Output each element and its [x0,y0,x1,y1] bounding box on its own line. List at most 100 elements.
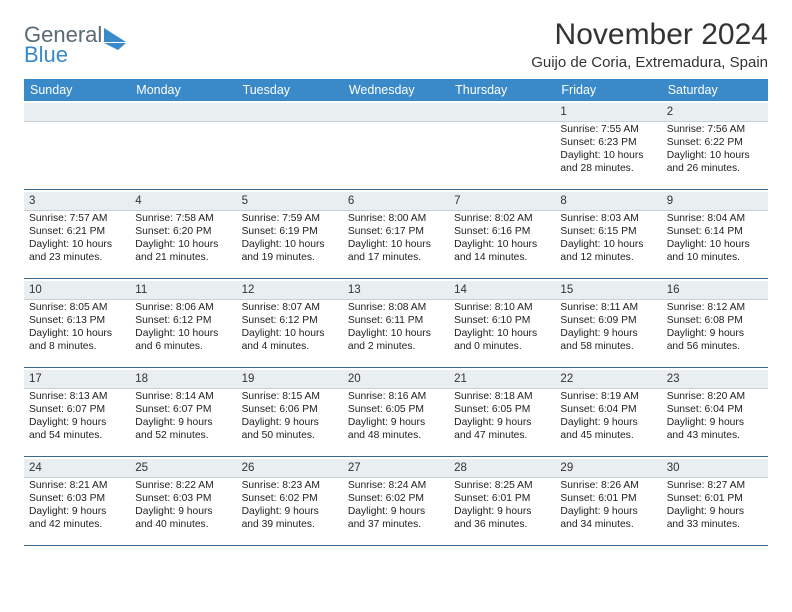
sunset-line: Sunset: 6:02 PM [348,493,444,506]
sunset-line: Sunset: 6:02 PM [242,493,338,506]
daylight-line: Daylight: 10 hours and 12 minutes. [560,239,656,265]
day-number: 4 [130,192,236,211]
sunset-line: Sunset: 6:03 PM [29,493,125,506]
day-number: 3 [24,192,130,211]
sunset-line: Sunset: 6:09 PM [560,315,656,328]
day-number: 14 [449,281,555,300]
sunrise-line: Sunrise: 8:22 AM [135,480,231,493]
day-cell: 1Sunrise: 7:55 AMSunset: 6:23 PMDaylight… [555,101,661,189]
day-cell: 30Sunrise: 8:27 AMSunset: 6:01 PMDayligh… [662,457,768,545]
sunrise-line: Sunrise: 8:23 AM [242,480,338,493]
daylight-line: Daylight: 9 hours and 37 minutes. [348,506,444,532]
daylight-line: Daylight: 9 hours and 52 minutes. [135,417,231,443]
daylight-line: Daylight: 9 hours and 47 minutes. [454,417,550,443]
sunrise-line: Sunrise: 8:07 AM [242,302,338,315]
day-cell: 15Sunrise: 8:11 AMSunset: 6:09 PMDayligh… [555,279,661,367]
day-number: 23 [662,370,768,389]
daylight-line: Daylight: 10 hours and 2 minutes. [348,328,444,354]
sunset-line: Sunset: 6:21 PM [29,226,125,239]
sunrise-line: Sunrise: 8:26 AM [560,480,656,493]
weekday-header-cell: Friday [555,79,661,101]
empty-cell [343,101,449,189]
sunrise-line: Sunrise: 8:06 AM [135,302,231,315]
sunrise-line: Sunrise: 8:03 AM [560,213,656,226]
sunrise-line: Sunrise: 8:21 AM [29,480,125,493]
daylight-line: Daylight: 9 hours and 50 minutes. [242,417,338,443]
sunrise-line: Sunrise: 8:18 AM [454,391,550,404]
sunrise-line: Sunrise: 8:25 AM [454,480,550,493]
day-number: 26 [237,459,343,478]
weekday-header-cell: Wednesday [343,79,449,101]
day-number: 6 [343,192,449,211]
day-number: 16 [662,281,768,300]
sunset-line: Sunset: 6:22 PM [667,137,763,150]
day-number [130,103,236,122]
sunrise-line: Sunrise: 8:19 AM [560,391,656,404]
sunset-line: Sunset: 6:07 PM [135,404,231,417]
sunset-line: Sunset: 6:05 PM [454,404,550,417]
day-cell: 24Sunrise: 8:21 AMSunset: 6:03 PMDayligh… [24,457,130,545]
sunrise-line: Sunrise: 8:04 AM [667,213,763,226]
day-number: 7 [449,192,555,211]
day-cell: 5Sunrise: 7:59 AMSunset: 6:19 PMDaylight… [237,190,343,278]
weekday-header-cell: Saturday [662,79,768,101]
sunset-line: Sunset: 6:08 PM [667,315,763,328]
daylight-line: Daylight: 10 hours and 26 minutes. [667,150,763,176]
day-cell: 10Sunrise: 8:05 AMSunset: 6:13 PMDayligh… [24,279,130,367]
sunset-line: Sunset: 6:01 PM [667,493,763,506]
title-block: November 2024 Guijo de Coria, Extremadur… [531,18,768,71]
day-cell: 19Sunrise: 8:15 AMSunset: 6:06 PMDayligh… [237,368,343,456]
week-row: 3Sunrise: 7:57 AMSunset: 6:21 PMDaylight… [24,190,768,279]
sunrise-line: Sunrise: 8:11 AM [560,302,656,315]
weekday-header-cell: Thursday [449,79,555,101]
daylight-line: Daylight: 10 hours and 21 minutes. [135,239,231,265]
day-cell: 20Sunrise: 8:16 AMSunset: 6:05 PMDayligh… [343,368,449,456]
day-cell: 2Sunrise: 7:56 AMSunset: 6:22 PMDaylight… [662,101,768,189]
sunrise-line: Sunrise: 8:08 AM [348,302,444,315]
day-cell: 17Sunrise: 8:13 AMSunset: 6:07 PMDayligh… [24,368,130,456]
empty-cell [449,101,555,189]
sunset-line: Sunset: 6:19 PM [242,226,338,239]
daylight-line: Daylight: 9 hours and 43 minutes. [667,417,763,443]
day-number [449,103,555,122]
week-row: 1Sunrise: 7:55 AMSunset: 6:23 PMDaylight… [24,101,768,190]
daylight-line: Daylight: 10 hours and 4 minutes. [242,328,338,354]
day-cell: 3Sunrise: 7:57 AMSunset: 6:21 PMDaylight… [24,190,130,278]
calendar-page: General Blue November 2024 Guijo de Cori… [0,0,792,546]
sunrise-line: Sunrise: 8:13 AM [29,391,125,404]
sunrise-line: Sunrise: 7:58 AM [135,213,231,226]
sunset-line: Sunset: 6:13 PM [29,315,125,328]
daylight-line: Daylight: 10 hours and 10 minutes. [667,239,763,265]
day-cell: 7Sunrise: 8:02 AMSunset: 6:16 PMDaylight… [449,190,555,278]
sunset-line: Sunset: 6:07 PM [29,404,125,417]
day-cell: 14Sunrise: 8:10 AMSunset: 6:10 PMDayligh… [449,279,555,367]
day-number: 10 [24,281,130,300]
sunrise-line: Sunrise: 8:02 AM [454,213,550,226]
day-number: 22 [555,370,661,389]
daylight-line: Daylight: 10 hours and 19 minutes. [242,239,338,265]
weekday-header-cell: Monday [130,79,236,101]
daylight-line: Daylight: 10 hours and 8 minutes. [29,328,125,354]
sunset-line: Sunset: 6:01 PM [560,493,656,506]
sunrise-line: Sunrise: 8:14 AM [135,391,231,404]
daylight-line: Daylight: 9 hours and 42 minutes. [29,506,125,532]
day-number: 30 [662,459,768,478]
weekday-header: SundayMondayTuesdayWednesdayThursdayFrid… [24,79,768,101]
sunset-line: Sunset: 6:06 PM [242,404,338,417]
day-number: 21 [449,370,555,389]
day-number: 12 [237,281,343,300]
day-cell: 4Sunrise: 7:58 AMSunset: 6:20 PMDaylight… [130,190,236,278]
day-number: 25 [130,459,236,478]
logo: General Blue [24,18,130,66]
sunrise-line: Sunrise: 8:24 AM [348,480,444,493]
logo-triangle-icon [104,28,130,50]
day-number [24,103,130,122]
sunrise-line: Sunrise: 8:16 AM [348,391,444,404]
daylight-line: Daylight: 9 hours and 36 minutes. [454,506,550,532]
day-number: 27 [343,459,449,478]
sunrise-line: Sunrise: 7:55 AM [560,124,656,137]
empty-cell [130,101,236,189]
day-cell: 23Sunrise: 8:20 AMSunset: 6:04 PMDayligh… [662,368,768,456]
day-cell: 13Sunrise: 8:08 AMSunset: 6:11 PMDayligh… [343,279,449,367]
sunset-line: Sunset: 6:17 PM [348,226,444,239]
